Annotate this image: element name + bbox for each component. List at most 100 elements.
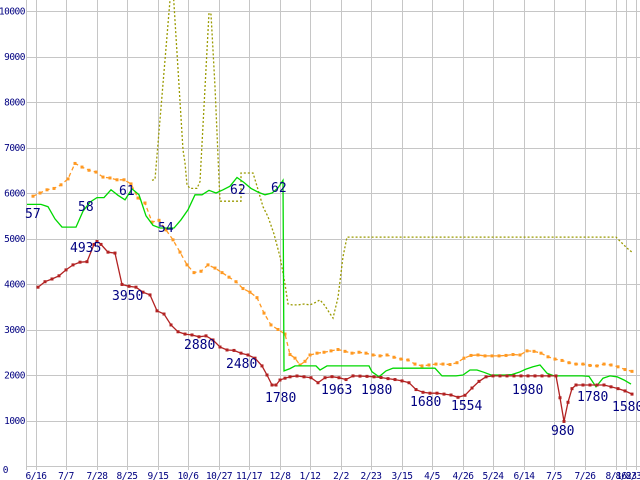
dark-red-marker-line-marker	[505, 374, 509, 378]
dark-red-marker-line-marker	[365, 374, 369, 378]
orange-dashed-marker-line-marker	[136, 196, 140, 200]
dark-red-marker-line-marker	[463, 393, 467, 397]
series-solid-green-line	[27, 176, 632, 388]
point-value-label: 980	[551, 424, 574, 439]
orange-dashed-marker-line-marker	[283, 332, 287, 336]
dark-red-marker-line-marker	[278, 378, 282, 382]
dark-red-marker-line-marker	[602, 383, 606, 387]
orange-dashed-marker-line-marker	[532, 349, 536, 353]
dark-red-marker-line-marker	[155, 309, 159, 313]
x-axis-tick-label: 8/30	[626, 471, 640, 480]
dark-red-marker-line-marker	[232, 348, 236, 352]
orange-dashed-marker-line-marker	[406, 358, 410, 362]
dark-red-marker-line-marker	[547, 374, 551, 378]
dark-red-marker-line-marker	[211, 338, 215, 342]
orange-dashed-marker-line-marker	[171, 238, 175, 242]
dark-red-marker-line-marker	[562, 419, 566, 423]
orange-dashed-marker-line-marker	[227, 275, 231, 279]
dark-red-marker-line-marker	[519, 374, 523, 378]
point-value-label: 58	[78, 200, 94, 215]
dark-red-marker-line-marker	[274, 383, 278, 387]
dark-red-marker-line-marker	[99, 242, 103, 246]
orange-dashed-marker-line-marker	[276, 328, 280, 331]
dark-red-marker-line-marker	[337, 376, 341, 380]
dark-red-marker-line-marker	[120, 282, 124, 286]
orange-dashed-marker-line-marker	[357, 350, 361, 354]
orange-dashed-marker-line-marker	[504, 353, 508, 357]
dark-red-marker-line-marker	[484, 375, 488, 379]
orange-dashed-marker-line-marker	[164, 228, 168, 232]
orange-dashed-marker-line-marker	[574, 362, 578, 366]
dark-red-marker-line-marker	[253, 356, 257, 360]
orange-dashed-marker-line-marker	[364, 351, 368, 355]
point-value-label: 1780	[265, 391, 296, 406]
x-axis-tick-label: 10/27	[206, 471, 232, 480]
orange-dashed-marker-line-marker	[101, 175, 105, 179]
dark-red-marker-line-marker	[449, 393, 453, 397]
solid-green-line-path	[27, 176, 632, 388]
point-value-label: 4935	[70, 241, 101, 256]
dark-red-marker-line-marker	[372, 375, 376, 379]
dark-red-marker-line-marker	[302, 375, 306, 379]
dark-red-marker-line-marker	[127, 284, 131, 288]
y-axis-tick-label: 8000	[4, 98, 26, 109]
dark-red-marker-line-marker	[574, 383, 578, 387]
orange-dashed-marker-line-marker	[178, 250, 182, 254]
dark-red-marker-line-marker	[106, 250, 110, 254]
gridlines	[26, 0, 640, 470]
dark-red-marker-line-marker	[491, 374, 495, 378]
x-axis-tick-label: 8/23	[616, 471, 637, 480]
dark-red-marker-line-marker	[386, 377, 390, 381]
x-axis-labels: 6/16 7/7 7/28 8/25 9/15 10/6 10/27 11/17 12/8 1/1…	[26, 471, 640, 480]
point-value-label: 3950	[112, 289, 143, 304]
orange-dashed-marker-line-marker	[511, 353, 515, 357]
x-axis-tick-label: 9/15	[148, 471, 169, 480]
orange-dashed-marker-line-marker	[241, 287, 245, 291]
orange-dashed-marker-line-marker	[269, 323, 273, 327]
dark-red-marker-line-marker	[428, 391, 432, 395]
x-axis-tick-label: 2/23	[361, 471, 382, 480]
point-value-label: 1780	[577, 390, 608, 405]
dark-red-marker-line-marker	[197, 335, 201, 339]
orange-dashed-marker-line-marker	[476, 353, 480, 357]
x-axis-tick-label: 2/2	[333, 471, 349, 480]
orange-dashed-marker-line-marker	[308, 353, 312, 357]
point-value-label: 2880	[184, 338, 215, 353]
orange-dashed-marker-line-marker	[248, 290, 252, 294]
dark-red-marker-line-marker	[456, 395, 460, 399]
y-axis-labels: 0 1000 2000 3000 4000 5000 6000 7000 8000 9000 100…	[0, 7, 26, 477]
dark-red-marker-line-marker	[566, 400, 570, 404]
dark-red-marker-line-marker	[190, 333, 194, 337]
orange-dashed-marker-line-marker	[581, 362, 585, 366]
y-axis-tick-label: 3000	[4, 325, 26, 336]
dark-red-marker-line-marker	[225, 348, 229, 352]
dark-red-marker-line-marker	[169, 323, 173, 327]
point-callout-labels: 57 58 61 54 62 62 4935 3950 2880 2480 1780 1963 1980…	[25, 181, 640, 439]
point-value-label: 1580	[612, 400, 640, 415]
orange-dashed-marker-line-marker	[427, 363, 431, 367]
dark-red-marker-line-marker	[470, 386, 474, 390]
orange-dashed-marker-line-marker	[262, 311, 266, 315]
orange-dashed-marker-line-marker	[150, 220, 154, 224]
olive-dotted-line-path	[151, 0, 633, 320]
dark-red-marker-line-marker	[283, 376, 287, 380]
orange-dashed-marker-line-marker	[455, 361, 459, 365]
orange-dashed-marker-line-marker	[553, 357, 557, 361]
orange-dashed-marker-line-marker	[94, 170, 98, 174]
orange-dashed-marker-line-marker	[350, 351, 354, 355]
dark-red-marker-line-marker	[323, 376, 327, 380]
orange-dashed-marker-line-marker	[293, 356, 297, 360]
dark-red-marker-line-marker	[477, 379, 481, 383]
x-axis-tick-label: 6/16	[26, 471, 48, 480]
dark-red-marker-line-marker	[43, 280, 47, 284]
dark-red-marker-line-marker	[295, 374, 299, 378]
dark-red-marker-line-marker	[526, 374, 530, 378]
dark-red-marker-line-marker	[630, 392, 634, 396]
orange-dashed-marker-line-marker	[59, 183, 63, 187]
orange-dashed-marker-line-marker	[122, 178, 126, 182]
dark-red-marker-line-marker	[588, 383, 592, 387]
y-axis-tick-label: 0	[3, 465, 9, 476]
dark-red-marker-line-marker	[176, 330, 180, 334]
point-value-label: 1963	[321, 383, 352, 398]
